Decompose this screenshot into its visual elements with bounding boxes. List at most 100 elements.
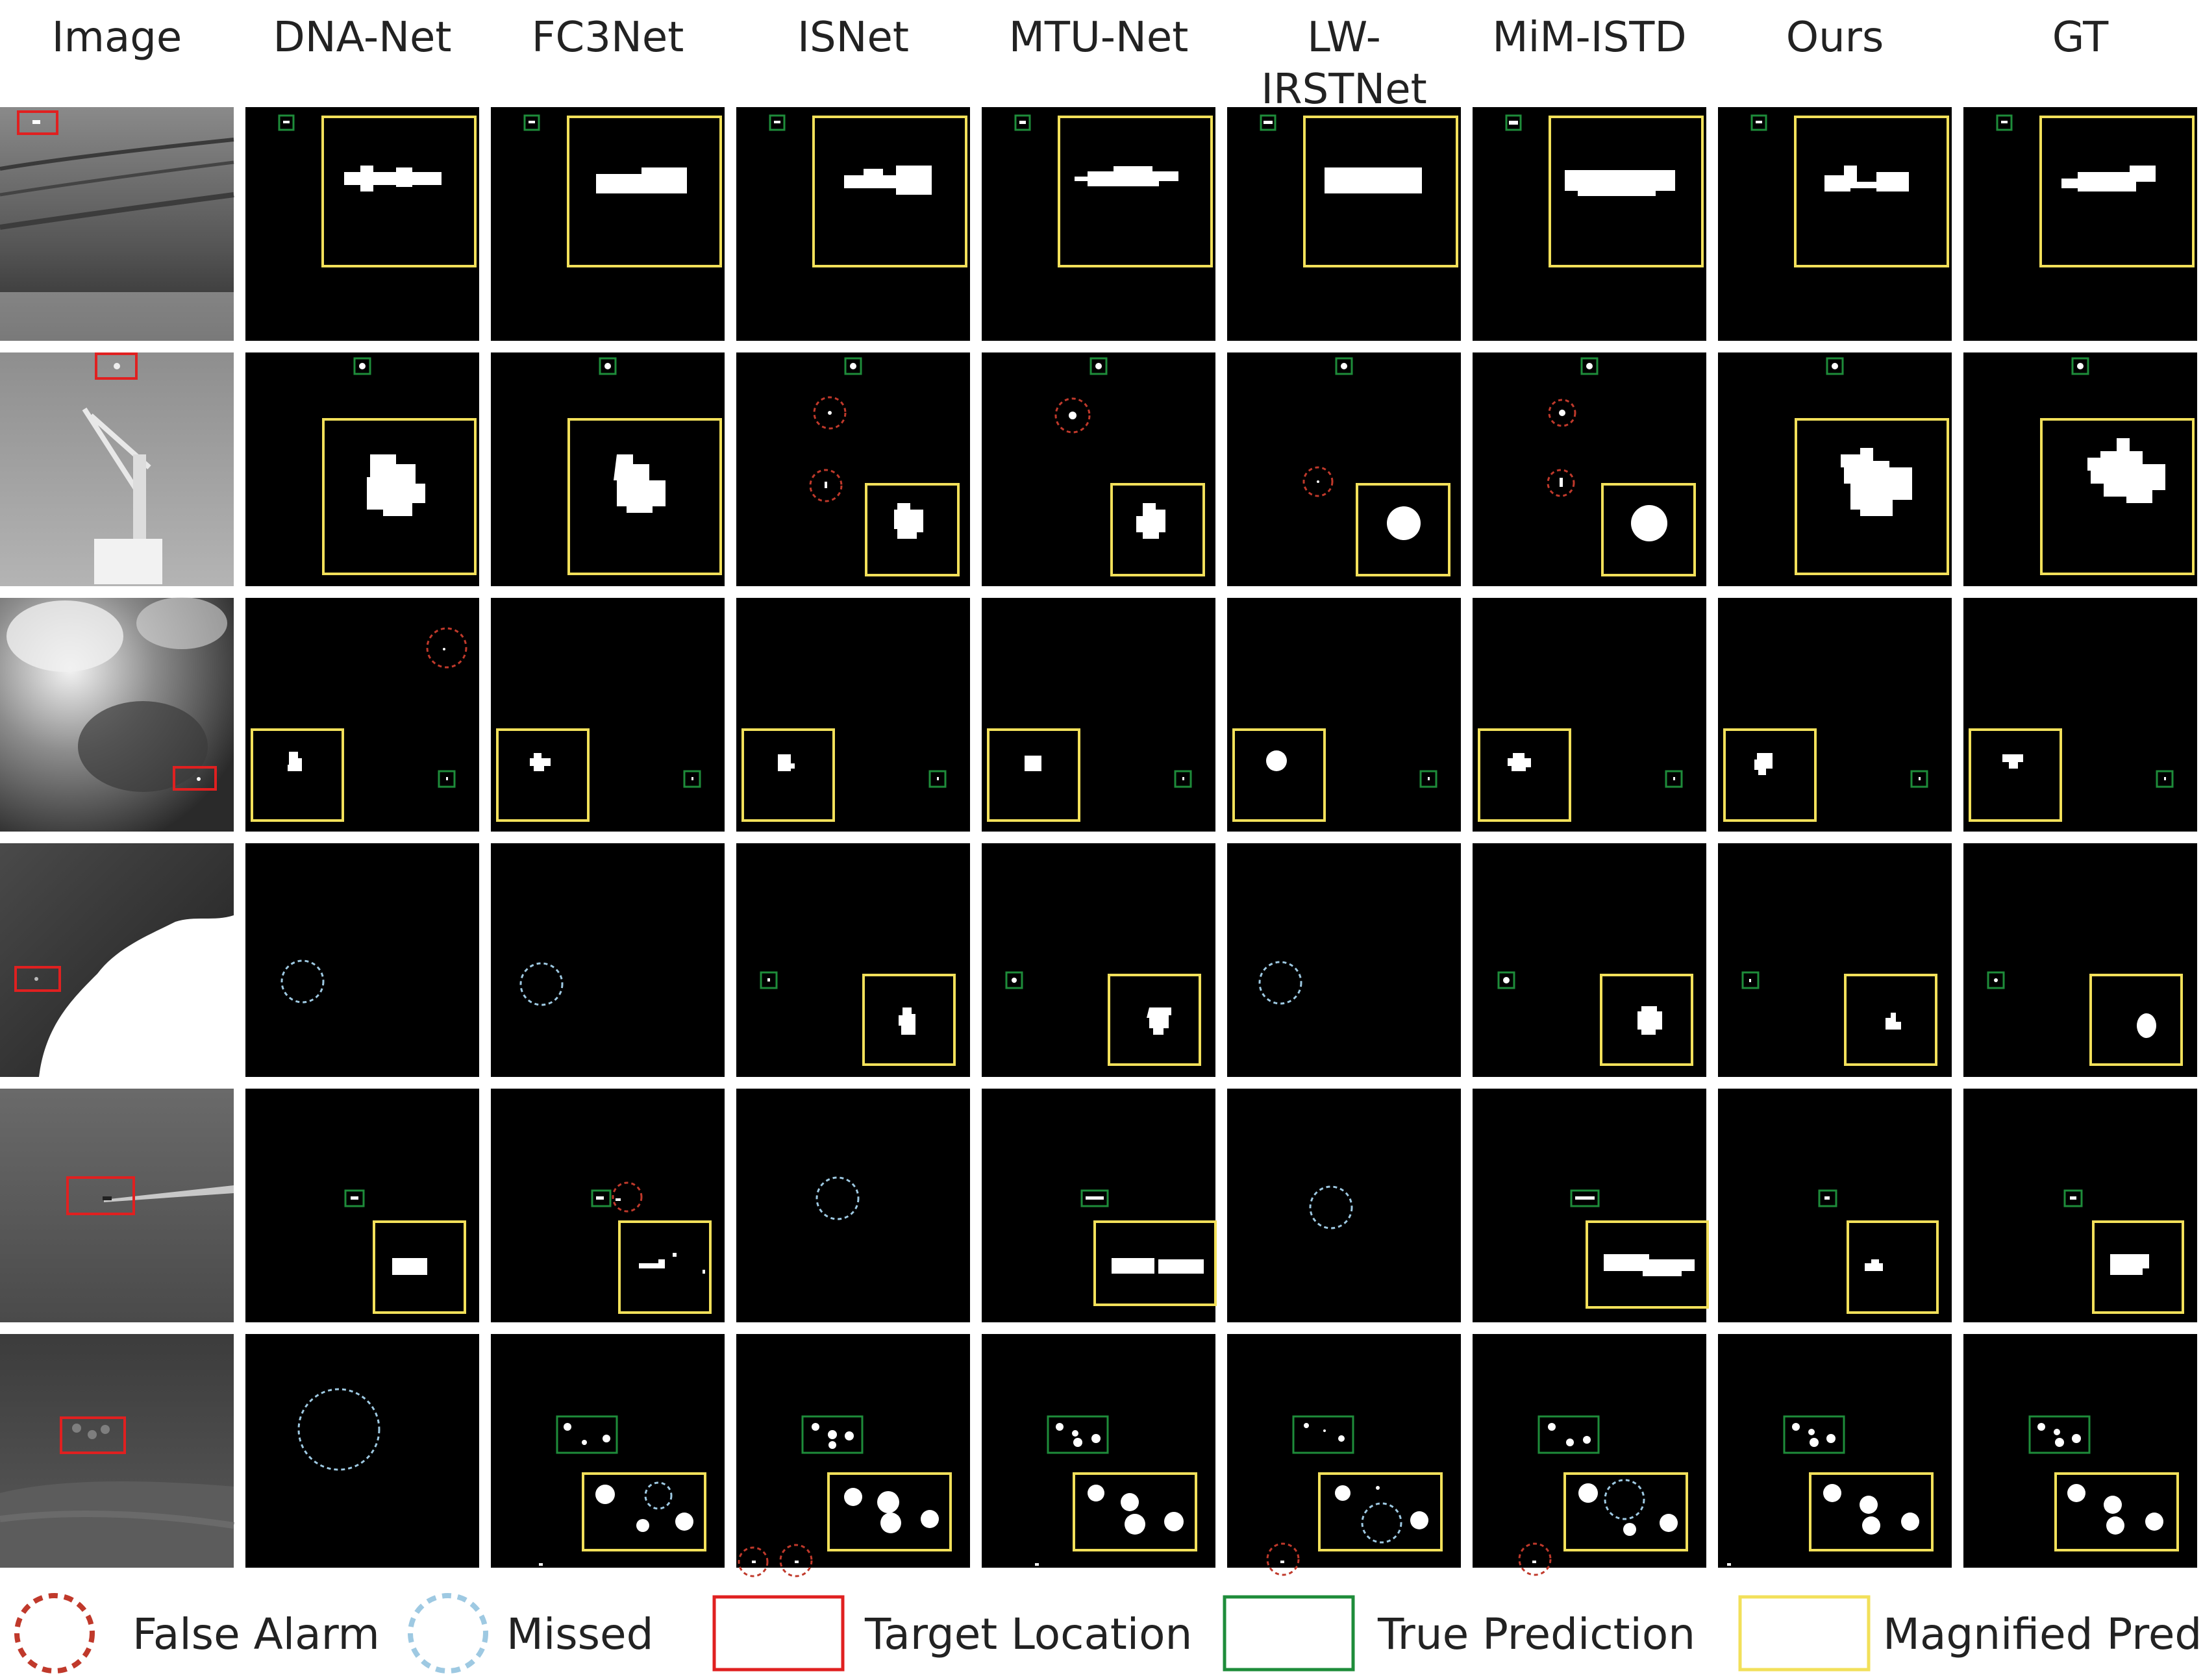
pred-ours	[1718, 598, 1952, 832]
missed-circle	[1258, 961, 1302, 1005]
true-prediction-box	[1826, 357, 1844, 375]
pred-isnet	[736, 598, 970, 832]
pred-fc3net	[491, 598, 725, 832]
column-title-lw-irstnet: LW-IRSTNet	[1261, 14, 1427, 114]
legend-label-target-location: Target Location	[865, 1609, 1193, 1659]
true-prediction-box	[801, 1415, 864, 1454]
magnified-pred-box	[2054, 1472, 2179, 1551]
false-alarm-circle	[1266, 1542, 1300, 1576]
missed-circle	[1361, 1502, 1402, 1544]
pred-lw-irstnet	[1227, 352, 1461, 586]
row-4	[0, 843, 2197, 1077]
magnified-pred-box	[496, 728, 590, 822]
magnified-pred-box	[1601, 483, 1696, 576]
pred-dna-net	[245, 598, 479, 832]
false-alarm-circle	[1547, 469, 1575, 497]
pred-mtu-net	[982, 1334, 1215, 1568]
missed-circle	[1309, 1185, 1353, 1229]
false-alarm-circle	[426, 627, 467, 669]
pred-ours	[1718, 1334, 1952, 1568]
pred-fc3net	[491, 352, 725, 586]
results-grid	[0, 107, 2197, 1577]
column-title-fc3net: FC3Net	[531, 14, 684, 62]
true-prediction-box	[1089, 357, 1108, 375]
input-image	[0, 597, 234, 832]
true-prediction-box	[1987, 971, 2005, 989]
target-location-box	[17, 110, 58, 135]
true-prediction-box	[523, 114, 540, 131]
pred-mim-istd	[1473, 352, 1706, 586]
true-prediction-box	[556, 1415, 618, 1454]
false-alarm-circle	[1302, 466, 1334, 497]
magnified-pred-box	[2089, 974, 2183, 1066]
magnified-pred-box	[865, 483, 960, 576]
pred-mtu-net	[982, 352, 1215, 586]
input-image	[0, 107, 234, 341]
true-prediction-box	[278, 114, 295, 131]
true-prediction-box	[1014, 114, 1031, 131]
row-3	[0, 597, 2197, 832]
false-alarm-circle	[813, 396, 847, 430]
row-2	[0, 352, 2197, 586]
true-prediction-box	[928, 770, 947, 788]
magnified-pred-box	[1563, 1472, 1688, 1551]
pred-gt	[1963, 598, 2197, 832]
true-prediction-box	[599, 357, 617, 375]
true-prediction-box	[683, 770, 701, 788]
magnified-pred-box	[567, 418, 722, 575]
true-prediction-box	[353, 357, 371, 375]
true-prediction-box	[1505, 114, 1522, 131]
pred-fc3net	[491, 1089, 725, 1322]
true-prediction-box	[2028, 1415, 2091, 1454]
true-prediction-box	[1580, 357, 1599, 375]
pred-lw-irstnet	[1227, 1334, 1461, 1576]
magnified-pred-box	[2092, 1220, 2184, 1314]
true-prediction-box	[760, 971, 778, 989]
input-image	[0, 352, 234, 586]
pred-dna-net	[245, 352, 479, 586]
false-alarm-circle	[1518, 1542, 1552, 1576]
missed-circle	[519, 962, 564, 1006]
missed-circle	[280, 959, 325, 1004]
magnified-pred-box	[1809, 1472, 1934, 1551]
row-6	[0, 1334, 2197, 1577]
target-location-swatch	[712, 1595, 845, 1672]
pred-ours	[1718, 107, 1952, 341]
pred-ours	[1718, 352, 1952, 586]
magnified-pred-box	[827, 1472, 952, 1551]
column-title-mim-istd: MiM-ISTD	[1492, 14, 1687, 62]
true-prediction-box	[2071, 357, 2089, 375]
column-title-mtu-net: MTU-Net	[1008, 14, 1189, 62]
target-location-box	[60, 1416, 126, 1454]
magnified-pred-box	[1795, 418, 1949, 575]
magnified-pred-box	[1847, 1220, 1939, 1314]
pred-mtu-net	[982, 1089, 1217, 1322]
magnified-pred-box	[1110, 483, 1205, 576]
pred-gt	[1963, 1334, 2197, 1568]
magnified-pred-box	[1478, 728, 1571, 822]
magnified-pred-box	[567, 116, 722, 267]
magnified-pred-box	[1303, 116, 1458, 267]
magnified-pred-box	[987, 728, 1080, 822]
magnified-pred-box	[1794, 116, 1949, 267]
true-prediction-box	[1910, 770, 1928, 788]
row-5	[0, 1089, 2197, 1322]
legend-swatches	[14, 1593, 1871, 1674]
true-prediction-box	[1665, 770, 1683, 788]
row-1	[0, 107, 2197, 341]
magnified-pred-box	[1093, 1220, 1217, 1306]
magnified-pred-box	[1969, 728, 2062, 822]
magnified-pred-box	[862, 974, 956, 1066]
true-prediction-box	[1537, 1415, 1600, 1454]
column-title-gt: GT	[2052, 14, 2109, 62]
true-prediction-box	[844, 357, 862, 375]
pred-dna-net	[245, 843, 479, 1077]
true-prediction-box	[1419, 770, 1438, 788]
pred-isnet	[736, 352, 970, 586]
pred-gt	[1963, 352, 2197, 586]
pred-dna-net	[245, 1334, 479, 1568]
pred-isnet	[736, 107, 970, 341]
missed-circle	[1604, 1479, 1645, 1520]
legend: False Alarm Missed Target Location True …	[0, 1584, 2203, 1680]
target-location-box	[173, 766, 217, 791]
